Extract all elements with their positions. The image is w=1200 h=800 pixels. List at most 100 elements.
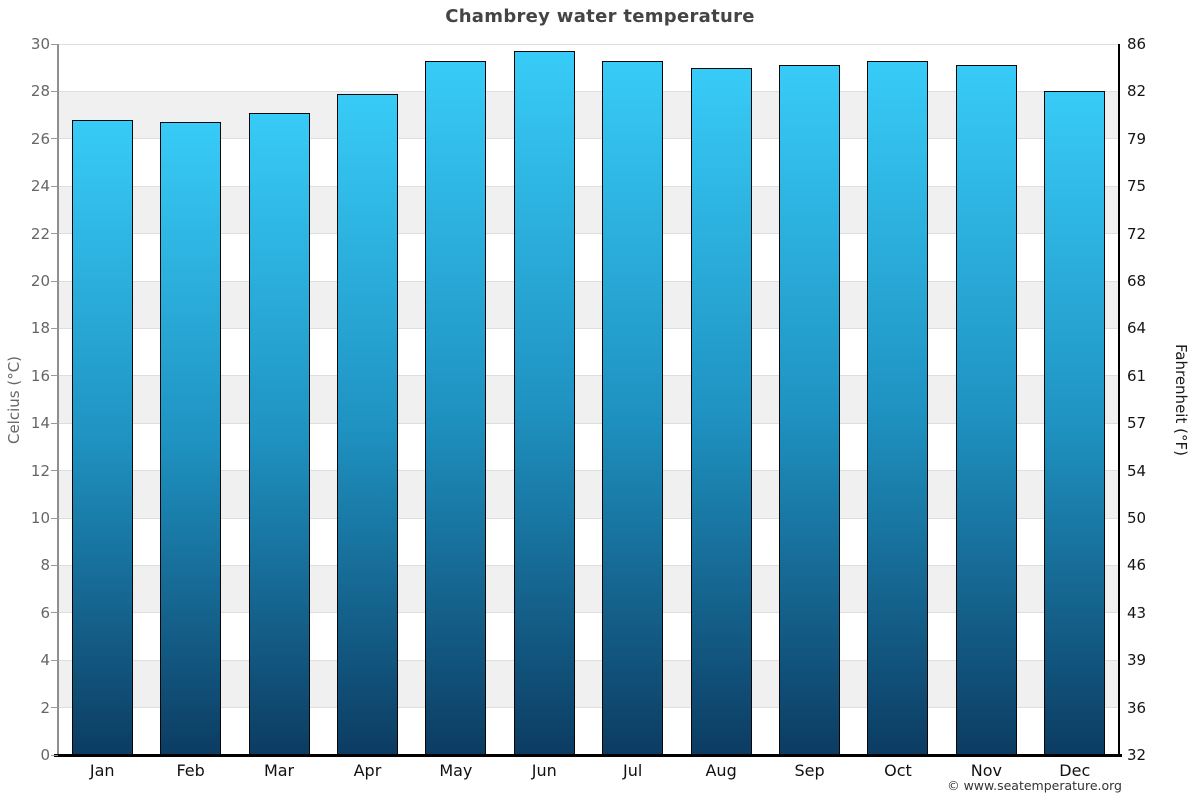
bar-aug bbox=[690, 67, 752, 755]
y-tick-label-left: 2 bbox=[40, 698, 50, 717]
x-tick-label-jun: Jun bbox=[531, 761, 557, 780]
y-tick-label-right: 54 bbox=[1127, 461, 1147, 480]
bar-jun bbox=[513, 51, 575, 755]
y-tick-label-left: 18 bbox=[30, 319, 50, 338]
y-tick-label-right: 64 bbox=[1127, 319, 1147, 338]
gridline bbox=[58, 612, 1119, 614]
x-tick-label-feb: Feb bbox=[176, 761, 205, 780]
bar-apr bbox=[336, 93, 398, 755]
bar-dec bbox=[1044, 91, 1106, 755]
gridline bbox=[58, 138, 1119, 140]
y-tick-label-left: 0 bbox=[40, 746, 50, 764]
bar-nov bbox=[955, 65, 1017, 755]
gridline bbox=[58, 327, 1119, 329]
y-tick-mark-left bbox=[51, 754, 58, 756]
gridline bbox=[58, 233, 1119, 235]
gridline bbox=[58, 470, 1119, 472]
y-tick-label-left: 10 bbox=[30, 509, 50, 527]
y-tick-label-left: 20 bbox=[30, 272, 50, 290]
y-tick-label-right: 75 bbox=[1127, 177, 1147, 196]
y-tick-label-right: 72 bbox=[1127, 224, 1147, 243]
x-tick-label-dec: Dec bbox=[1059, 761, 1091, 780]
y-tick-mark-left bbox=[51, 564, 58, 566]
y-tick-label-left: 28 bbox=[30, 82, 50, 101]
y-tick-mark-left bbox=[51, 470, 58, 472]
y-tick-label-right: 86 bbox=[1127, 35, 1147, 53]
gridline bbox=[58, 185, 1119, 187]
gridline bbox=[58, 564, 1119, 566]
y-tick-label-right: 82 bbox=[1127, 82, 1147, 101]
gridline bbox=[58, 707, 1119, 709]
y-axis-line-right bbox=[1118, 44, 1120, 755]
y-tick-mark-left bbox=[51, 707, 58, 709]
grid-band bbox=[58, 470, 1119, 518]
gridline bbox=[58, 90, 1119, 92]
y-axis-title-fahrenheit: Fahrenheit (°F) bbox=[1172, 344, 1190, 456]
grid-band bbox=[58, 375, 1119, 424]
grid-band bbox=[58, 281, 1119, 329]
copyright-credit: © www.seatemperature.org bbox=[947, 778, 1122, 793]
y-tick-mark-left bbox=[51, 517, 58, 519]
y-tick-label-left: 6 bbox=[40, 603, 50, 622]
bar-sep bbox=[779, 65, 841, 755]
y-tick-mark-left bbox=[51, 612, 58, 614]
y-tick-mark-left bbox=[51, 280, 58, 282]
gridline bbox=[58, 517, 1119, 519]
y-tick-label-right: 46 bbox=[1127, 556, 1147, 575]
y-axis-line-left bbox=[57, 44, 59, 755]
x-tick-label-jan: Jan bbox=[89, 761, 115, 780]
x-tick-label-apr: Apr bbox=[353, 761, 382, 780]
grid-band bbox=[58, 91, 1119, 139]
y-tick-label-right: 68 bbox=[1127, 272, 1147, 290]
bar-mar bbox=[248, 112, 310, 755]
y-tick-label-right: 79 bbox=[1127, 129, 1147, 148]
y-tick-label-left: 26 bbox=[30, 129, 50, 148]
gridline bbox=[58, 422, 1119, 424]
y-tick-mark-left bbox=[51, 233, 58, 235]
y-tick-label-right: 57 bbox=[1127, 414, 1147, 433]
gridline bbox=[58, 659, 1119, 661]
y-tick-label-right: 32 bbox=[1127, 746, 1147, 764]
x-tick-label-oct: Oct bbox=[884, 761, 912, 780]
bar-feb bbox=[160, 122, 222, 755]
y-tick-label-right: 43 bbox=[1127, 603, 1147, 622]
y-tick-label-right: 61 bbox=[1127, 366, 1147, 385]
y-tick-label-left: 30 bbox=[30, 35, 50, 53]
x-tick-label-jul: Jul bbox=[623, 761, 643, 780]
y-tick-label-left: 16 bbox=[30, 366, 50, 385]
grid-band bbox=[58, 186, 1119, 234]
y-tick-label-left: 14 bbox=[30, 414, 50, 433]
x-tick-label-may: May bbox=[439, 761, 473, 780]
y-tick-mark-left bbox=[51, 185, 58, 187]
gridline bbox=[58, 280, 1119, 282]
bar-oct bbox=[867, 60, 929, 755]
y-tick-mark-left bbox=[51, 375, 58, 377]
grid-band bbox=[58, 660, 1119, 708]
y-tick-label-left: 12 bbox=[30, 461, 50, 480]
y-tick-label-left: 22 bbox=[30, 224, 50, 243]
plot-area bbox=[58, 43, 1119, 755]
y-tick-label-right: 39 bbox=[1127, 651, 1147, 670]
x-tick-label-mar: Mar bbox=[263, 761, 295, 780]
x-tick-label-sep: Sep bbox=[794, 761, 825, 780]
grid-band bbox=[58, 565, 1119, 613]
chart-title: Chambrey water temperature bbox=[445, 6, 755, 27]
x-tick-label-nov: Nov bbox=[970, 761, 1002, 780]
bar-may bbox=[425, 60, 487, 755]
y-tick-label-right: 50 bbox=[1127, 509, 1147, 527]
y-tick-label-left: 24 bbox=[30, 177, 50, 196]
gridline bbox=[58, 375, 1119, 377]
y-tick-label-left: 4 bbox=[40, 651, 50, 670]
y-tick-mark-left bbox=[51, 327, 58, 329]
y-tick-label-left: 8 bbox=[40, 556, 50, 575]
bar-jan bbox=[71, 119, 133, 755]
gridline bbox=[58, 43, 1119, 45]
y-tick-mark-left bbox=[51, 43, 58, 45]
bar-jul bbox=[602, 60, 664, 755]
y-tick-mark-left bbox=[51, 138, 58, 140]
x-axis-line bbox=[54, 754, 1122, 757]
y-tick-label-right: 36 bbox=[1127, 698, 1147, 717]
y-tick-mark-left bbox=[51, 422, 58, 424]
x-tick-label-aug: Aug bbox=[705, 761, 737, 780]
